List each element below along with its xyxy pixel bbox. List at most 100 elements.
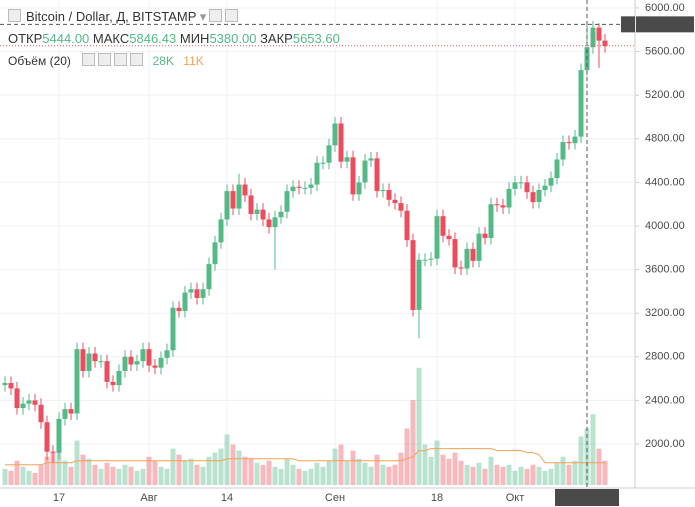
y-tick-label: 6000.00 <box>645 2 685 14</box>
crosshair-price-label: 5849.64 <box>645 18 685 30</box>
candle-body <box>332 123 338 146</box>
candle-body <box>296 186 302 188</box>
candle-body <box>380 190 386 192</box>
volume-bar <box>422 444 428 485</box>
y-tick-label: 3600.00 <box>645 263 685 275</box>
candle-body <box>542 185 548 191</box>
candle-body <box>416 259 422 310</box>
legend-label: ОТКР <box>8 31 43 46</box>
volume-bar <box>566 464 572 485</box>
volume-bar <box>464 464 470 485</box>
volume-bar <box>68 466 74 485</box>
volume-bar <box>164 468 170 485</box>
volume-bar <box>380 464 386 485</box>
candle-body <box>548 178 554 186</box>
candle-body <box>326 145 332 163</box>
volume-bar <box>428 456 434 485</box>
icon[interactable] <box>130 53 144 66</box>
candle-body <box>386 190 392 200</box>
volume-ma-value: 11K <box>183 54 204 68</box>
x-tick-label: Окт <box>506 492 525 504</box>
volume-bar <box>128 466 134 485</box>
candle-body <box>440 216 446 236</box>
volume-bar <box>578 436 584 485</box>
candle-body <box>524 182 530 193</box>
candle-body <box>32 400 38 405</box>
candle-body <box>536 190 542 203</box>
candle-body <box>236 184 242 209</box>
volume-bar <box>374 454 380 485</box>
icon <box>8 9 21 22</box>
volume-bar <box>458 460 464 485</box>
candle-body <box>458 267 464 269</box>
candle-body <box>566 142 572 144</box>
volume-bar <box>368 466 374 485</box>
candle-body <box>104 361 110 382</box>
volume-bar <box>32 472 38 485</box>
candle-body <box>596 27 602 41</box>
candle-body <box>272 217 278 228</box>
candle-body <box>20 403 26 409</box>
y-tick-label: 2000.00 <box>645 438 685 450</box>
volume-bar <box>410 400 416 485</box>
candle-body <box>98 361 104 363</box>
volume-bar <box>182 460 188 485</box>
volume-bar <box>452 452 458 485</box>
candle-body <box>44 422 50 452</box>
icon[interactable] <box>82 53 96 66</box>
icon[interactable] <box>209 9 223 22</box>
volume-bar <box>332 448 338 485</box>
volume-bar <box>392 464 398 485</box>
volume-ma-line <box>5 448 605 466</box>
volume-bar <box>50 452 56 485</box>
volume-bar <box>506 464 512 485</box>
volume-bar <box>344 460 350 485</box>
candle-body <box>506 188 512 208</box>
candle-body <box>488 204 494 238</box>
x-label-bg <box>555 489 619 506</box>
candle-body <box>50 451 56 453</box>
candle-body <box>428 258 434 260</box>
volume-bar <box>326 460 332 485</box>
candle-body <box>368 158 374 161</box>
plot <box>2 21 608 485</box>
volume-bar <box>362 462 368 485</box>
candle-body <box>374 158 380 192</box>
candle-body <box>212 242 218 265</box>
candle-body <box>230 191 236 209</box>
volume-bar <box>92 464 98 485</box>
volume-bar <box>86 458 92 485</box>
candle-body <box>500 205 506 208</box>
volume-bar <box>530 464 536 485</box>
icon[interactable] <box>114 53 128 66</box>
candle-body <box>194 289 200 298</box>
candle-body <box>392 199 398 204</box>
candle-body <box>284 191 290 212</box>
candle-body <box>116 370 122 386</box>
volume-bar <box>230 444 236 485</box>
volume-bar <box>260 464 266 485</box>
volume-bar <box>134 470 140 485</box>
candle-body <box>176 307 182 312</box>
volume-bar <box>200 466 206 485</box>
volume-bar <box>590 414 596 485</box>
y-tick-label: 4800.00 <box>645 133 685 145</box>
candle-body <box>350 157 356 195</box>
volume-bar <box>158 466 164 485</box>
y-tick-label: 5200.00 <box>645 89 685 101</box>
volume-bar <box>572 460 578 485</box>
volume-bar <box>494 464 500 485</box>
candle-body <box>242 184 248 196</box>
legend-label: МАКС <box>92 31 130 46</box>
candle-body <box>344 157 350 162</box>
icon[interactable] <box>98 53 112 66</box>
volume-legend: Объём (20) 28K 11K <box>8 53 204 68</box>
candle-body <box>62 409 68 419</box>
volume-bar <box>26 470 32 485</box>
candle-body <box>572 136 578 144</box>
volume-bar <box>98 468 104 485</box>
candle-body <box>218 219 224 243</box>
icon[interactable] <box>225 9 239 22</box>
